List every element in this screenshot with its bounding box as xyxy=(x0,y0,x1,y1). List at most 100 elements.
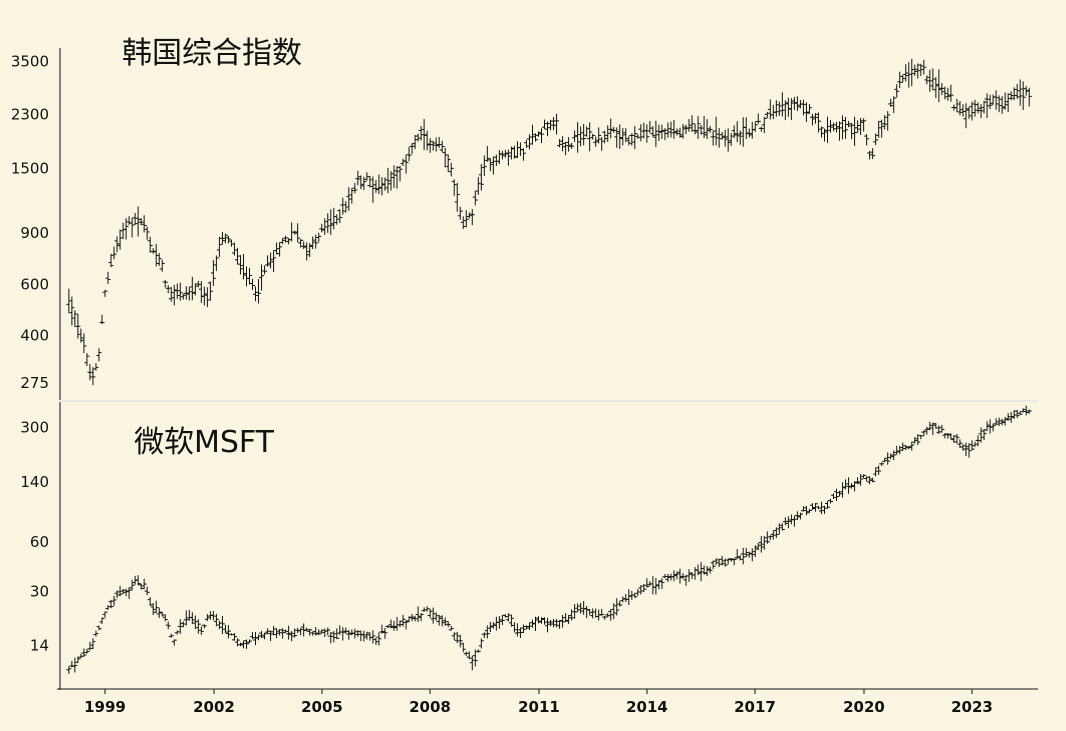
kospi-ohlc-bar xyxy=(575,122,581,153)
msft-ohlc-bar xyxy=(102,611,108,618)
kospi-ohlc-bar xyxy=(189,276,195,301)
kospi-ohlc-bar xyxy=(219,232,225,245)
kospi-ohlc-bar xyxy=(102,289,108,297)
kospi-ohlc-bar xyxy=(800,99,806,116)
kospi-ohlc-bar xyxy=(265,255,271,267)
kospi-ohlc-bar xyxy=(614,127,620,148)
msft-ohlc-bar xyxy=(623,594,629,603)
kospi-ohlc-bar xyxy=(746,128,752,138)
msft-ohlc-bar xyxy=(349,629,355,636)
kospi-ohlc-bar xyxy=(310,236,316,250)
msft-ohlc-bar xyxy=(496,616,502,629)
msft-ohlc-bar xyxy=(990,423,996,432)
msft-panel: 微软MSFT 14 30 60 140 300 xyxy=(20,402,1032,690)
msft-ohlc-bar xyxy=(526,622,532,631)
kospi-ohlc-bar xyxy=(650,126,656,137)
msft-ohlc-bar xyxy=(117,585,123,597)
kospi-ohlc-bar xyxy=(96,348,102,362)
msft-ohlc-bar xyxy=(517,627,523,638)
msft-ohlc-bar xyxy=(659,578,665,589)
kospi-ohlc-bar xyxy=(204,287,210,308)
msft-ohlc-bar xyxy=(984,421,990,431)
msft-ohlc-bar xyxy=(304,627,310,632)
msft-ohlc-bar xyxy=(755,542,761,551)
msft-ohlc-bar xyxy=(665,573,671,583)
msft-ohlc-bar xyxy=(283,629,289,633)
kospi-ohlc-bar xyxy=(445,154,451,172)
msft-ohlc-bar xyxy=(189,612,195,625)
kospi-ohlc-bar xyxy=(584,126,590,137)
msft-ohlc-bar xyxy=(761,536,767,550)
msft-ohlc-bar xyxy=(978,427,984,443)
kospi-ohlc-bar xyxy=(671,119,677,139)
msft-ohlc-bar xyxy=(99,617,105,625)
kospi-ohlc-bar xyxy=(463,210,469,228)
kospi-ohlc-bar xyxy=(695,116,701,140)
kospi-ohlc-bar xyxy=(120,222,126,240)
kospi-ohlc-bar xyxy=(548,119,554,131)
kospi-ohlc-bar xyxy=(132,213,138,225)
msft-ohlc-bar xyxy=(451,632,457,641)
kospi-ohlc-bar xyxy=(752,121,758,132)
kospi-ohlc-bar xyxy=(707,125,713,133)
kospi-ohlc-bar xyxy=(689,115,695,132)
msft-ohlc-bar xyxy=(156,607,162,618)
msft-ohlc-bar xyxy=(900,442,906,451)
msft-ohlc-bar xyxy=(520,624,526,634)
kospi-ohlc-bar xyxy=(665,122,671,138)
kospi-ohlc-bar xyxy=(885,111,891,131)
kospi-ohlc-bar xyxy=(271,250,277,273)
kospi-ohlc-bar xyxy=(632,125,638,150)
kospi-ohlc-bar xyxy=(554,113,560,135)
kospi-ohlc-bar xyxy=(1026,87,1032,107)
msft-ohlc-bar xyxy=(1008,411,1014,423)
kospi-ohlc-bar xyxy=(713,116,719,146)
msft-ohlc-bar xyxy=(532,616,538,631)
msft-ohlc-bar xyxy=(66,666,72,674)
kospi-ohlc-bar xyxy=(1011,87,1017,101)
kospi-ohlc-bar xyxy=(999,96,1005,114)
kospi-ohlc-bar xyxy=(295,223,301,243)
kospi-ohlc-bar xyxy=(960,104,966,117)
msft-ohlc-bar xyxy=(388,619,394,629)
kospi-ohlc-bar xyxy=(599,137,605,151)
msft-ohlc-bar xyxy=(644,578,650,588)
msft-ohlc-bar xyxy=(806,508,812,513)
msft-ohlc-bar xyxy=(614,598,620,616)
msft-ohlc-bar xyxy=(638,585,644,595)
kospi-ohlc-bar xyxy=(430,140,436,151)
msft-ohlc-bar xyxy=(596,609,602,621)
msft-ohlc-bar xyxy=(611,603,617,620)
msft-ohlc-bar xyxy=(942,432,948,439)
kospi-ohlc-bar xyxy=(385,167,391,194)
kospi-ohlc-bar xyxy=(635,134,641,139)
msft-ohlc-bar xyxy=(433,612,439,621)
kospi-ohlc-bar xyxy=(247,267,252,285)
kospi-ohlc-bar xyxy=(135,206,141,237)
kospi-ohlc-bar xyxy=(397,165,403,182)
kospi-ohlc-bar xyxy=(897,71,903,89)
msft-ohlc-bar xyxy=(259,630,265,639)
msft-ohlc-bar xyxy=(1020,408,1026,413)
kospi-ohlc-bar xyxy=(90,367,96,386)
msft-ohlc-bar xyxy=(861,474,867,479)
msft-ohlc-bar xyxy=(698,562,704,582)
msft-ohlc-bar xyxy=(376,632,382,646)
kospi-ohlc-bar xyxy=(481,155,487,176)
kospi-ohlc-bar xyxy=(370,176,376,203)
msft-ohlc-bar xyxy=(882,457,888,463)
msft-ohlc-bar xyxy=(424,606,430,612)
msft-ohlc-bar xyxy=(722,558,728,567)
x-tick-label: 2011 xyxy=(518,698,560,716)
kospi-ohlc-bar xyxy=(653,120,659,148)
kospi-ohlc-bar xyxy=(728,133,734,146)
msft-ohlc-bar xyxy=(198,626,204,635)
kospi-ohlc-bar xyxy=(376,174,382,195)
kospi-ohlc-bar xyxy=(692,123,698,135)
msft-ohlc-bar xyxy=(867,475,873,485)
kospi-ohlc-bar xyxy=(268,252,274,269)
kospi-ohlc-bar xyxy=(966,106,972,119)
kospi-ohlc-bar xyxy=(981,100,987,114)
kospi-ohlc-bar xyxy=(963,103,969,129)
